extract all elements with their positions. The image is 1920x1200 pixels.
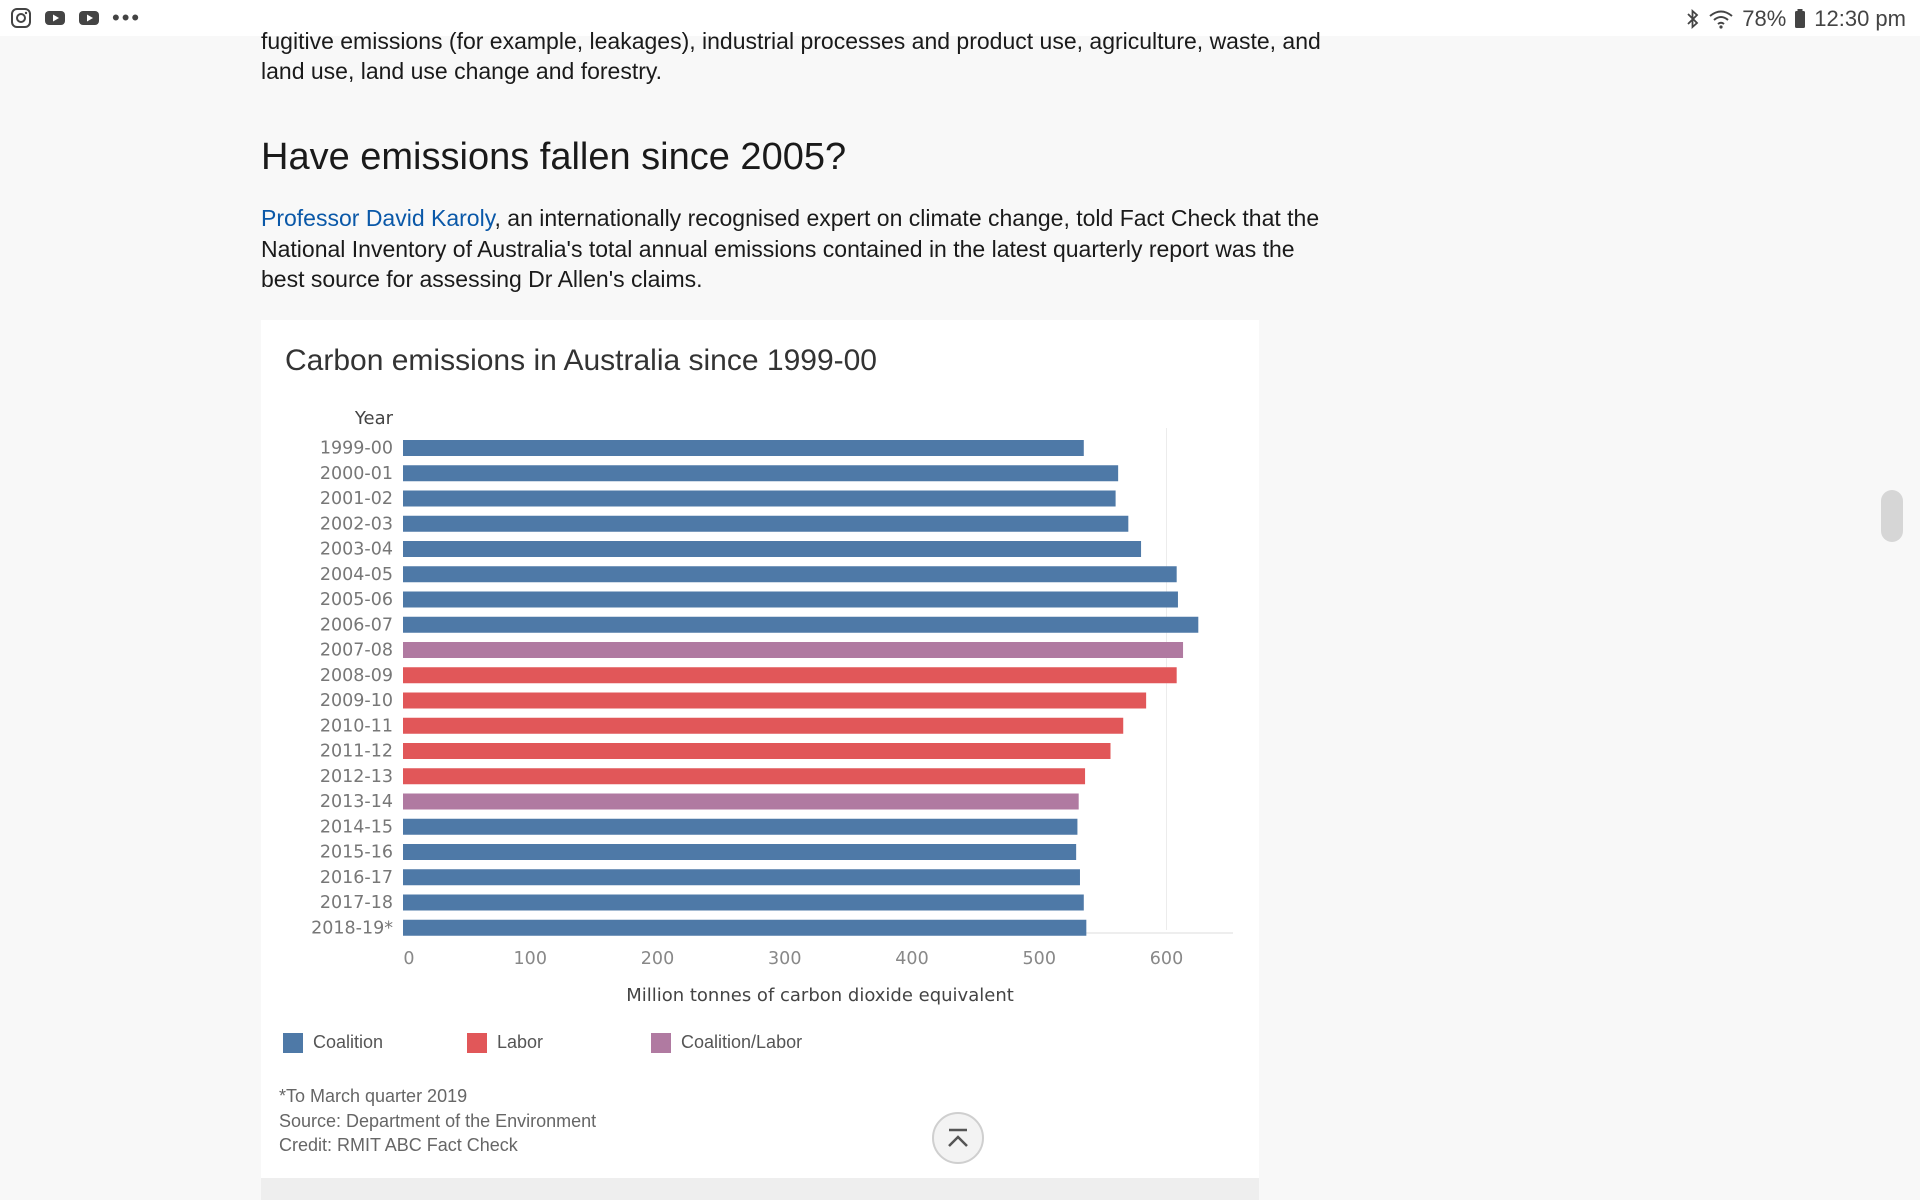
author-link[interactable]: Professor David Karoly <box>261 205 495 231</box>
chart-notes: *To March quarter 2019 Source: Departmen… <box>279 1084 596 1158</box>
legend-item-labor[interactable]: Labor <box>467 1032 651 1053</box>
article-intro: fugitive emissions (for example, leakage… <box>261 26 1331 86</box>
x-tick-label: 200 <box>641 949 674 969</box>
chart-title: Carbon emissions in Australia since 1999… <box>285 344 877 377</box>
bar <box>403 844 1077 860</box>
x-tick-label: 600 <box>1150 949 1183 969</box>
y-tick-label: 2011-12 <box>320 742 393 762</box>
bar <box>403 616 1199 633</box>
y-tick-label: 2015-16 <box>320 843 393 863</box>
chevron-up-icon <box>948 1128 968 1147</box>
status-bar: ••• 78% 12:30 pm <box>0 0 1920 36</box>
y-tick-label: 2012-13 <box>320 767 393 787</box>
y-tick-label: 2005-06 <box>320 590 393 610</box>
instagram-icon[interactable] <box>10 7 32 29</box>
wifi-icon <box>1709 10 1733 29</box>
x-tick-label: 500 <box>1023 949 1056 969</box>
y-tick-label: 1999-00 <box>320 439 393 459</box>
bar <box>403 768 1086 785</box>
tableau-toolbar <box>261 1178 1259 1200</box>
section-heading: Have emissions fallen since 2005? <box>261 136 847 178</box>
legend-item-coalition[interactable]: Coalition <box>283 1032 467 1053</box>
legend-label: Coalition/Labor <box>681 1032 803 1052</box>
x-axis-label: Million tonnes of carbon dioxide equival… <box>626 985 1014 1006</box>
y-tick-label: 2013-14 <box>320 792 393 812</box>
battery-percent: 78% <box>1742 6 1787 31</box>
note-credit: Credit: RMIT ABC Fact Check <box>279 1135 518 1155</box>
bar <box>403 692 1147 709</box>
legend-label: Coalition <box>313 1032 384 1052</box>
legend-label: Labor <box>497 1032 544 1052</box>
bar <box>403 490 1116 507</box>
y-tick-label: 2010-11 <box>320 716 393 736</box>
y-tick-label: 2004-05 <box>320 565 393 585</box>
bar <box>403 465 1119 482</box>
bar <box>403 591 1178 608</box>
bar <box>403 869 1080 886</box>
bar <box>403 919 1087 936</box>
bar <box>403 515 1129 532</box>
y-tick-label: 2009-10 <box>320 691 393 711</box>
x-tick-label: 400 <box>895 949 928 969</box>
bluetooth-icon <box>1687 8 1699 30</box>
x-tick-label: 0 <box>403 949 414 969</box>
y-tick-label: 2000-01 <box>320 464 393 484</box>
bar <box>403 894 1084 911</box>
y-tick-label: 2003-04 <box>320 540 393 560</box>
y-tick-label: 2006-07 <box>320 615 393 635</box>
x-tick-label: 300 <box>768 949 801 969</box>
clock: 12:30 pm <box>1814 6 1906 31</box>
legend-swatch <box>467 1032 487 1053</box>
bar <box>403 793 1079 810</box>
y-tick-label: 2016-17 <box>320 868 393 888</box>
y-tick-label: 2008-09 <box>320 666 393 686</box>
y-tick-label: 2002-03 <box>320 514 393 534</box>
more-icon[interactable]: ••• <box>112 5 142 30</box>
y-tick-label: 2001-02 <box>320 489 393 509</box>
article-paragraph: Professor David Karoly, an international… <box>261 203 1341 295</box>
bar <box>403 440 1084 456</box>
legend-item-coalition-labor[interactable]: Coalition/Labor <box>651 1032 835 1053</box>
scroll-to-top-button[interactable] <box>932 1112 984 1164</box>
note-source: Source: Department of the Environment <box>279 1110 597 1131</box>
chart-card: Carbon emissions in Australia since 1999… <box>261 320 1259 1200</box>
note-footnote: *To March quarter 2019 <box>279 1086 468 1106</box>
bar <box>403 541 1142 557</box>
y-tick-label: 2017-18 <box>320 893 393 913</box>
bar <box>403 642 1184 658</box>
y-tick-label: 2018-19* <box>311 918 393 938</box>
x-tick-label: 100 <box>514 949 547 969</box>
y-tick-label: 2014-15 <box>320 817 393 837</box>
scrollbar-handle[interactable] <box>1881 490 1903 542</box>
intro-text: fugitive emissions (for example, leakage… <box>261 28 1321 84</box>
bar <box>403 717 1124 734</box>
bar <box>403 743 1111 759</box>
y-tick-label: 2007-08 <box>320 641 393 661</box>
youtube-icon[interactable] <box>44 7 66 29</box>
bar <box>403 667 1177 684</box>
bar <box>403 818 1078 835</box>
youtube-icon[interactable] <box>78 7 100 29</box>
paragraph-text: , an internationally recognised expert o… <box>261 205 1320 292</box>
bar-chart: Year 1999-00 2000-01 2001-02 2002-03 2003-04 2… <box>311 408 1233 1006</box>
battery-icon <box>1795 9 1806 28</box>
legend-swatch <box>651 1032 671 1053</box>
y-axis-label: Year <box>354 408 394 429</box>
chart-legend: Coalition Labor Coalition/Labor <box>283 1032 835 1053</box>
bar <box>403 566 1177 583</box>
legend-swatch <box>283 1032 303 1053</box>
